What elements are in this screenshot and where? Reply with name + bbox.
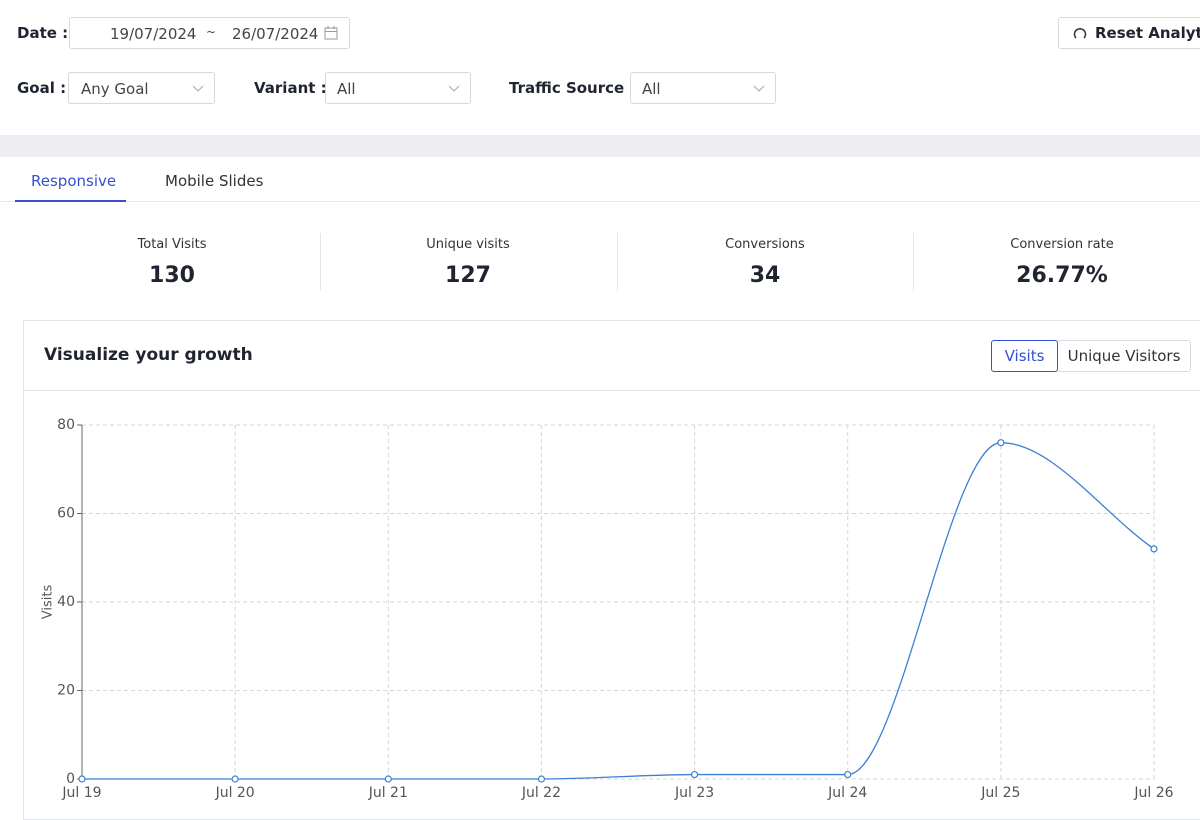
point	[537, 775, 546, 783]
x-tick-label: Jul 19	[61, 785, 101, 801]
date-separator: ~	[206, 25, 217, 39]
divider	[913, 233, 914, 291]
calendar-icon	[324, 26, 338, 40]
band	[0, 135, 1200, 157]
x-tick-label: Jul 25	[980, 785, 1020, 801]
card-rule	[24, 390, 1200, 391]
traffic-value: All	[642, 80, 661, 98]
reset-button[interactable]: Reset Analytics	[1058, 17, 1200, 49]
tab[interactable]: Mobile Slides	[165, 172, 264, 190]
point	[690, 770, 699, 779]
chevron	[192, 85, 204, 92]
traffic-select[interactable]: All	[630, 72, 776, 104]
y-tick-label: 0	[66, 771, 75, 787]
point	[231, 775, 239, 783]
reset-label: Reset Analytics	[1095, 24, 1200, 42]
date-picker[interactable]: 19/07/2024 ~ 26/07/2024	[69, 17, 350, 49]
y-tick-label: 40	[57, 594, 75, 610]
goal-value: Any Goal	[81, 80, 149, 98]
tab-underline	[15, 200, 126, 202]
toggle[interactable]: Visits	[991, 340, 1058, 372]
stat-label: Total Visits	[137, 237, 207, 252]
date-end: 26/07/2024	[232, 25, 319, 43]
divider	[617, 233, 618, 291]
traffic-label: Traffic Source :	[509, 79, 636, 97]
variant-select[interactable]: All	[325, 72, 471, 104]
stat-value: 130	[149, 263, 195, 288]
stat-label: Unique visits	[426, 237, 510, 252]
tab-rule	[0, 201, 1200, 202]
card-title: Visualize your growth	[44, 345, 253, 365]
toggle[interactable]: Unique Visitors	[1057, 340, 1191, 372]
date-label: Date :	[17, 24, 69, 42]
chevron	[753, 85, 765, 92]
y-axis-label: Visits	[41, 585, 56, 620]
point	[997, 439, 1005, 447]
stat-label: Conversion rate	[1010, 237, 1114, 252]
tab[interactable]: Responsive	[31, 172, 117, 190]
y-tick-label: 20	[57, 683, 75, 699]
y-tick-label: 60	[57, 506, 75, 522]
point	[1150, 545, 1158, 553]
stat-value: 34	[749, 263, 781, 288]
stat-label: Conversions	[725, 237, 805, 252]
date-start: 19/07/2024	[110, 25, 197, 43]
divider	[320, 233, 321, 291]
reset-icon	[1073, 27, 1087, 39]
x-tick-label: Jul 26	[1133, 785, 1173, 801]
stat-value: 26.77%	[1016, 263, 1108, 288]
goal-select[interactable]: Any Goal	[68, 72, 215, 104]
x-tick-label: Jul 22	[521, 785, 561, 801]
x-tick-label: Jul 23	[674, 785, 714, 801]
x-tick-label: Jul 24	[827, 785, 867, 801]
point	[844, 770, 852, 779]
line	[81, 442, 1155, 780]
point	[384, 775, 392, 783]
stat-value: 127	[445, 263, 491, 288]
x-tick-label: Jul 20	[215, 785, 255, 801]
chevron	[448, 85, 460, 92]
point	[78, 775, 86, 783]
chart: Visits Jul 19 Jul 20 Jul 21 Jul 22 Jul 23 Jul…	[41, 417, 1174, 801]
variant-label: Variant :	[254, 79, 327, 97]
y-tick-label: 80	[57, 417, 75, 433]
goal-label: Goal :	[17, 79, 67, 97]
x-tick-label: Jul 21	[368, 785, 408, 801]
variant-value: All	[337, 80, 356, 98]
